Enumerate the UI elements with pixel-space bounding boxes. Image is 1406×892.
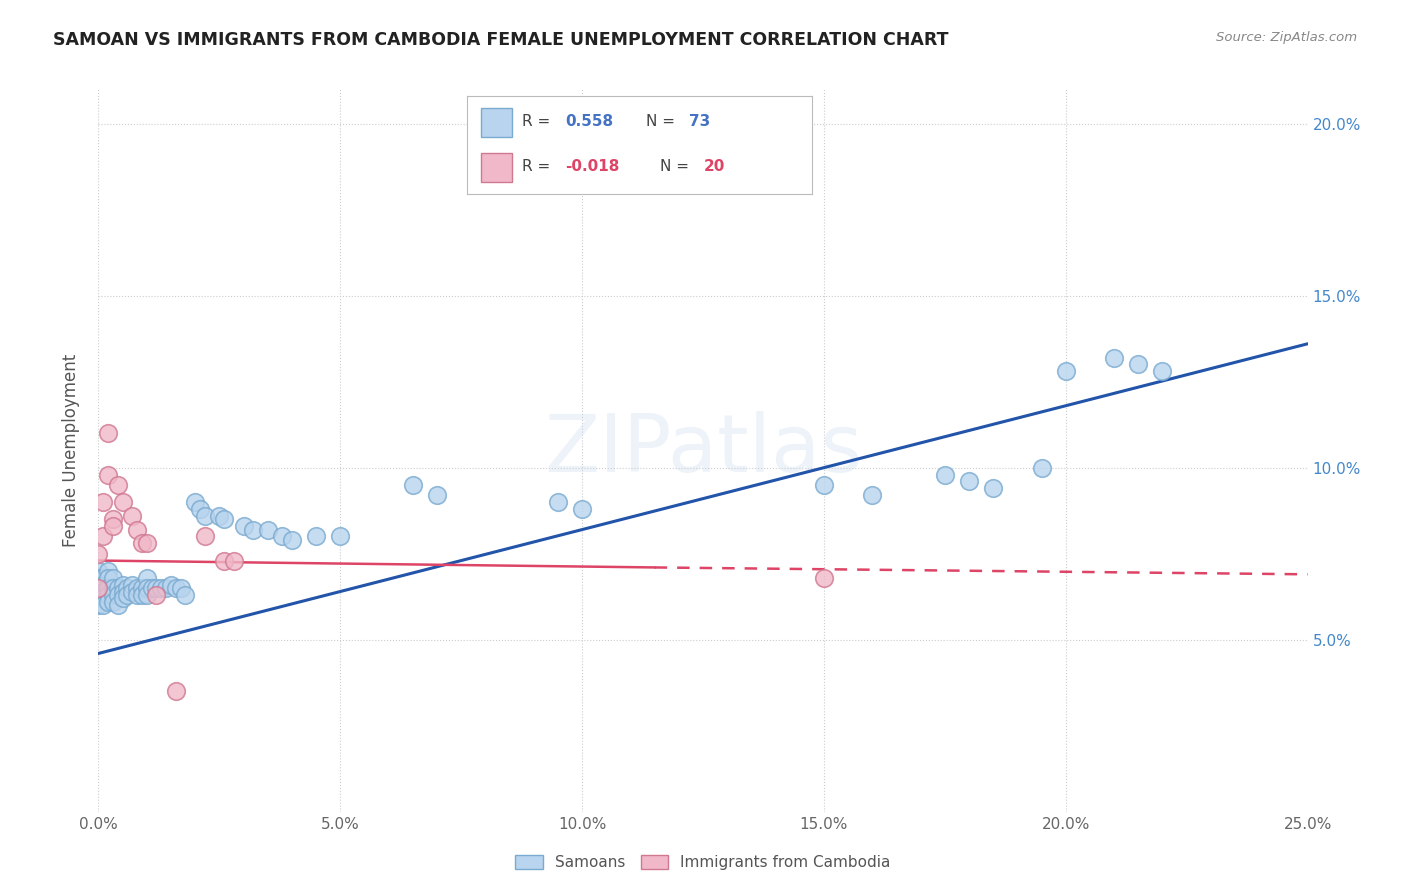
- Point: [111, 584, 134, 599]
- Point: [91, 584, 114, 599]
- Point: [135, 588, 157, 602]
- Point: [934, 467, 956, 482]
- Point: [256, 523, 278, 537]
- Point: [97, 571, 120, 585]
- Text: ZIPatlas: ZIPatlas: [544, 411, 862, 490]
- Point: [1128, 358, 1150, 372]
- Point: [107, 599, 129, 613]
- Point: [165, 684, 187, 698]
- Point: [813, 571, 835, 585]
- Point: [97, 564, 120, 578]
- Point: [131, 581, 153, 595]
- Point: [87, 564, 110, 578]
- Point: [222, 553, 245, 567]
- Point: [101, 588, 124, 602]
- Point: [117, 588, 139, 602]
- Point: [571, 502, 593, 516]
- Point: [97, 595, 120, 609]
- Point: [981, 481, 1004, 495]
- Point: [91, 588, 114, 602]
- Point: [1054, 364, 1077, 378]
- Point: [121, 508, 143, 523]
- Point: [160, 577, 183, 591]
- Point: [97, 581, 120, 595]
- Point: [212, 512, 235, 526]
- Point: [97, 467, 120, 482]
- Point: [97, 426, 120, 441]
- Point: [91, 495, 114, 509]
- Text: SAMOAN VS IMMIGRANTS FROM CAMBODIA FEMALE UNEMPLOYMENT CORRELATION CHART: SAMOAN VS IMMIGRANTS FROM CAMBODIA FEMAL…: [53, 31, 949, 49]
- Point: [87, 581, 110, 595]
- Point: [860, 488, 883, 502]
- Point: [1102, 351, 1125, 365]
- Point: [194, 508, 217, 523]
- Point: [281, 533, 304, 547]
- Text: Source: ZipAtlas.com: Source: ZipAtlas.com: [1216, 31, 1357, 45]
- Point: [145, 581, 167, 595]
- Point: [174, 588, 197, 602]
- Point: [111, 577, 134, 591]
- Point: [329, 529, 352, 543]
- Point: [87, 591, 110, 606]
- Point: [101, 512, 124, 526]
- Point: [101, 519, 124, 533]
- Point: [305, 529, 328, 543]
- Point: [957, 475, 980, 489]
- Point: [107, 588, 129, 602]
- Point: [135, 581, 157, 595]
- Point: [150, 581, 173, 595]
- Point: [121, 584, 143, 599]
- Point: [87, 599, 110, 613]
- Point: [232, 519, 254, 533]
- Y-axis label: Female Unemployment: Female Unemployment: [62, 354, 80, 547]
- Point: [135, 536, 157, 550]
- Point: [101, 595, 124, 609]
- Point: [91, 577, 114, 591]
- Point: [194, 529, 217, 543]
- Point: [141, 581, 163, 595]
- Point: [208, 508, 231, 523]
- Point: [131, 588, 153, 602]
- Point: [169, 581, 191, 595]
- Point: [87, 581, 110, 595]
- Point: [426, 488, 449, 502]
- Point: [135, 571, 157, 585]
- Point: [91, 591, 114, 606]
- Point: [127, 523, 149, 537]
- Point: [91, 599, 114, 613]
- Point: [97, 588, 120, 602]
- Point: [165, 581, 187, 595]
- Point: [101, 571, 124, 585]
- Point: [547, 495, 569, 509]
- Point: [184, 495, 207, 509]
- Point: [87, 547, 110, 561]
- Point: [127, 588, 149, 602]
- Point: [117, 581, 139, 595]
- Legend: Samoans, Immigrants from Cambodia: Samoans, Immigrants from Cambodia: [509, 849, 897, 876]
- Point: [242, 523, 264, 537]
- Point: [91, 529, 114, 543]
- Point: [271, 529, 294, 543]
- Point: [402, 478, 425, 492]
- Point: [111, 591, 134, 606]
- Point: [121, 577, 143, 591]
- Point: [212, 553, 235, 567]
- Point: [1152, 364, 1174, 378]
- Point: [1031, 460, 1053, 475]
- Point: [87, 571, 110, 585]
- Point: [188, 502, 211, 516]
- Point: [155, 581, 177, 595]
- Point: [101, 581, 124, 595]
- Point: [127, 581, 149, 595]
- Point: [813, 478, 835, 492]
- Point: [145, 588, 167, 602]
- Point: [131, 536, 153, 550]
- Point: [111, 495, 134, 509]
- Point: [91, 571, 114, 585]
- Point: [107, 478, 129, 492]
- Point: [107, 581, 129, 595]
